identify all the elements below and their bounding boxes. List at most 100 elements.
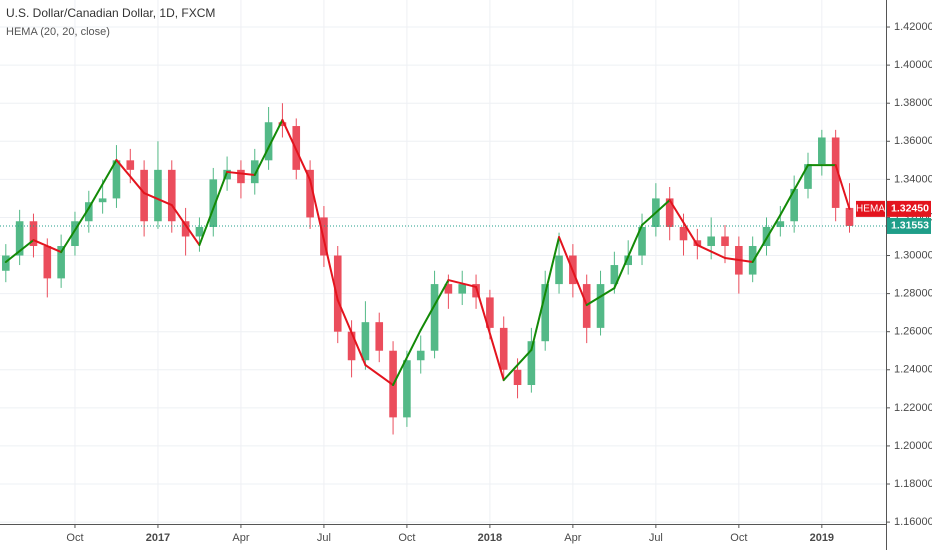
candle-body [776, 221, 785, 227]
hema-segment [834, 164, 851, 210]
candle-body [333, 255, 342, 332]
candle-body [237, 169, 245, 184]
hema-segment [87, 158, 118, 210]
series-name-label: HEMA [856, 204, 885, 215]
candle-body [71, 221, 79, 247]
candle-body [306, 169, 314, 218]
hema-segment [170, 204, 201, 247]
hema-segment [668, 199, 699, 247]
x-tick-label: Oct [730, 532, 747, 544]
candle-body [499, 327, 508, 370]
hema-segment [364, 364, 395, 387]
candle-body [84, 202, 93, 222]
hema-segment [336, 299, 367, 367]
candle-body [707, 236, 715, 247]
y-tick-label: 1.22000 [894, 402, 932, 414]
candle-body [209, 179, 218, 227]
candle-body [154, 169, 162, 222]
hema-segment [502, 348, 533, 382]
y-tick-label: 1.28000 [894, 288, 932, 300]
candle-body [430, 284, 439, 351]
x-tick-label: 2019 [810, 532, 834, 544]
candle-body [181, 221, 190, 237]
y-tick-label: 1.34000 [894, 173, 932, 185]
candle-body [29, 221, 38, 247]
hema-segment [60, 207, 90, 254]
hema-segment [392, 328, 422, 387]
candle-body [818, 137, 826, 165]
y-tick-label: 1.42000 [894, 21, 932, 33]
candle-body [845, 207, 854, 226]
x-tick-label: Apr [232, 532, 249, 544]
hema-segment [475, 285, 505, 382]
y-tick-label: 1.26000 [894, 326, 932, 338]
hema-segment [613, 224, 644, 290]
candle-body [2, 255, 10, 271]
hema-segment [779, 164, 809, 216]
candle-body [15, 221, 24, 256]
x-tick-label: Oct [66, 532, 83, 544]
candle-body [831, 137, 840, 208]
candle-body [112, 160, 121, 199]
candle-body [126, 160, 135, 170]
candle-body [43, 246, 52, 279]
hema-segment [751, 213, 782, 263]
hema-segment [724, 257, 754, 263]
candle-body [472, 284, 480, 298]
candle-body [555, 255, 563, 285]
y-tick-label: 1.20000 [894, 440, 932, 452]
hema-segment [32, 239, 63, 254]
price-tag [887, 217, 931, 234]
price-tag [887, 200, 931, 217]
candle-body [596, 284, 605, 328]
candle-body [403, 360, 411, 418]
candle-body [804, 164, 812, 189]
x-tick-label: 2018 [478, 532, 502, 544]
candle-body [98, 198, 107, 203]
hema-segment [143, 192, 173, 207]
candle-body [665, 198, 674, 227]
candle-body [57, 246, 65, 279]
candle-body [790, 188, 798, 222]
y-tick-label: 1.24000 [894, 364, 932, 376]
hema-segment [696, 244, 727, 260]
candle-body [167, 169, 176, 222]
candle-body [250, 160, 259, 184]
y-tick-label: 1.18000 [894, 478, 932, 490]
candle-body [416, 350, 425, 361]
hema-segment [198, 170, 229, 247]
hema-segment [309, 178, 339, 302]
hema-segment [530, 236, 561, 351]
y-tick-label: 1.40000 [894, 59, 932, 71]
y-tick-label: 1.38000 [894, 97, 932, 109]
candle-body [638, 226, 646, 256]
candle-body [444, 284, 453, 294]
candle-body [541, 284, 550, 342]
hema-segment [4, 239, 35, 263]
x-tick-label: Jul [317, 532, 331, 544]
candle-body [140, 169, 148, 222]
hema-segment [641, 199, 671, 227]
series-name-tag [856, 200, 885, 217]
candle-body [458, 284, 467, 294]
indicator-legend: HEMA (20, 20, close) [6, 26, 110, 38]
hema-segment [115, 158, 146, 195]
hema-segment [226, 170, 256, 176]
candle-body [375, 322, 384, 351]
candle-body [762, 226, 771, 247]
candle-body [527, 341, 536, 386]
candle-body [513, 369, 522, 386]
hema-segment [447, 279, 478, 288]
y-tick-label: 1.36000 [894, 135, 932, 147]
candle-body [278, 122, 287, 127]
candle-body [610, 265, 619, 285]
x-tick-label: Oct [398, 532, 415, 544]
candle-body [195, 226, 204, 237]
candle-body [264, 122, 273, 161]
hema-segment [253, 118, 284, 176]
x-tick-label: Apr [564, 532, 581, 544]
y-tick-label: 1.16000 [894, 516, 932, 528]
candle-body [624, 255, 632, 266]
candle-body [721, 236, 729, 247]
